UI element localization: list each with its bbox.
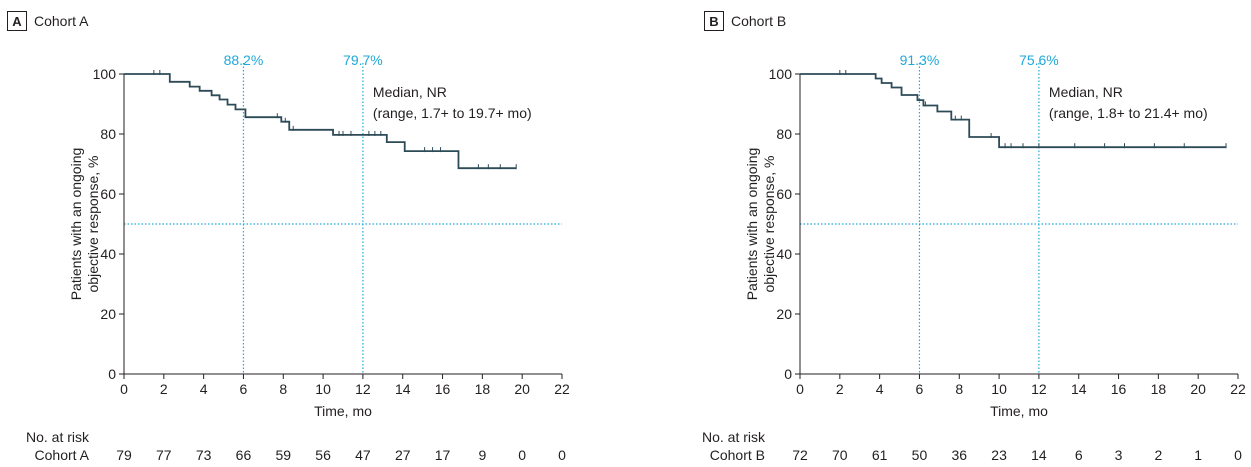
y-tick-label: 0	[108, 366, 116, 382]
risk-table-value: 0	[558, 447, 566, 463]
median-annotation-line: (range, 1.8+ to 21.4+ mo)	[1049, 105, 1208, 121]
risk-table-value: 2	[1154, 447, 1162, 463]
x-tick-label: 20	[1190, 381, 1206, 397]
median-annotation-line: Median, NR	[373, 84, 447, 100]
risk-table-value: 23	[991, 447, 1007, 463]
risk-table-value: 36	[951, 447, 967, 463]
km-survival-curve	[800, 73, 1227, 149]
panel-title: Cohort A	[34, 13, 89, 29]
y-tick-label: 0	[784, 366, 792, 382]
x-tick-label: 18	[1151, 381, 1167, 397]
panel-letter: A	[12, 14, 22, 29]
x-tick-label: 14	[1071, 381, 1087, 397]
km-survival-curve	[124, 73, 517, 170]
risk-table-value: 73	[196, 447, 212, 463]
reference-label-12mo: 75.6%	[1019, 52, 1059, 68]
risk-table-value: 50	[912, 447, 928, 463]
risk-table-title: No. at risk	[26, 429, 90, 445]
y-axis-label-line: objective response, %	[761, 156, 777, 293]
risk-table-row-label: Cohort B	[710, 447, 765, 463]
y-tick-label: 80	[776, 126, 792, 142]
risk-table-title: No. at risk	[702, 429, 766, 445]
y-tick-label: 80	[100, 126, 116, 142]
reference-label-12mo: 79.7%	[343, 52, 383, 68]
y-tick-label: 100	[93, 66, 117, 82]
risk-table-value: 61	[872, 447, 888, 463]
x-tick-label: 20	[514, 381, 530, 397]
x-tick-label: 6	[916, 381, 924, 397]
risk-table-value: 9	[478, 447, 486, 463]
x-axis-label: Time, mo	[990, 403, 1048, 419]
x-tick-label: 2	[836, 381, 844, 397]
x-tick-label: 2	[160, 381, 168, 397]
risk-table-value: 17	[435, 447, 451, 463]
median-annotation-line: Median, NR	[1049, 84, 1123, 100]
y-tick-label: 20	[776, 306, 792, 322]
risk-table-value: 79	[116, 447, 132, 463]
x-tick-label: 16	[1111, 381, 1127, 397]
risk-table-value: 1	[1194, 447, 1202, 463]
x-tick-label: 4	[200, 381, 208, 397]
y-tick-label: 100	[769, 66, 793, 82]
x-tick-label: 8	[955, 381, 963, 397]
y-axis-label-line: Patients with an ongoing	[68, 148, 84, 301]
x-tick-label: 0	[120, 381, 128, 397]
risk-table-value: 77	[156, 447, 172, 463]
x-tick-label: 0	[796, 381, 804, 397]
risk-table-value: 27	[395, 447, 411, 463]
risk-table-value: 14	[1031, 447, 1047, 463]
reference-label-6mo: 91.3%	[900, 52, 940, 68]
x-axis-label: Time, mo	[314, 403, 372, 419]
panel-letter-box	[7, 11, 27, 31]
x-tick-label: 4	[876, 381, 884, 397]
risk-table-value: 0	[518, 447, 526, 463]
x-tick-label: 8	[279, 381, 287, 397]
risk-table-value: 72	[792, 447, 808, 463]
y-tick-label: 40	[776, 246, 792, 262]
panel-letter-box	[704, 11, 724, 31]
risk-table-value: 47	[355, 447, 371, 463]
risk-table-value: 66	[236, 447, 252, 463]
x-tick-label: 6	[240, 381, 248, 397]
median-annotation-line: (range, 1.7+ to 19.7+ mo)	[373, 105, 532, 121]
panel-a: A Cohort A 88.2% 79.7% 0 20 40 60 80 100 0 2 4 6 8 10 12…	[7, 11, 570, 463]
x-tick-label: 22	[1230, 381, 1246, 397]
x-tick-label: 10	[991, 381, 1007, 397]
risk-table-value: 6	[1075, 447, 1083, 463]
panel-letter: B	[709, 14, 718, 29]
risk-table-value: 59	[275, 447, 291, 463]
x-tick-label: 12	[355, 381, 371, 397]
x-tick-label: 18	[475, 381, 491, 397]
y-tick-label: 60	[776, 186, 792, 202]
y-tick-label: 20	[100, 306, 116, 322]
y-axis-label-line: Patients with an ongoing	[744, 148, 760, 301]
y-axis-label: Patients with an ongoingobjective respon…	[744, 148, 777, 301]
y-tick-label: 40	[100, 246, 116, 262]
y-axis-label-line: objective response, %	[85, 156, 101, 293]
risk-table-row-label: Cohort A	[35, 447, 90, 463]
risk-table-value: 56	[315, 447, 331, 463]
risk-table-value: 3	[1115, 447, 1123, 463]
x-tick-label: 10	[315, 381, 331, 397]
x-tick-label: 14	[395, 381, 411, 397]
y-tick-label: 60	[100, 186, 116, 202]
risk-table-value: 0	[1234, 447, 1242, 463]
x-tick-label: 12	[1031, 381, 1047, 397]
x-tick-label: 16	[435, 381, 451, 397]
reference-label-6mo: 88.2%	[224, 52, 264, 68]
panel-title: Cohort B	[731, 13, 786, 29]
x-tick-label: 22	[554, 381, 570, 397]
y-axis-label: Patients with an ongoingobjective respon…	[68, 148, 101, 301]
risk-table-value: 70	[832, 447, 848, 463]
